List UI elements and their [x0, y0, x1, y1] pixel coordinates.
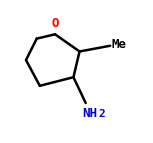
Text: O: O [51, 17, 59, 30]
Text: NH: NH [83, 107, 98, 120]
Text: 2: 2 [99, 109, 105, 119]
Text: Me: Me [112, 38, 127, 51]
